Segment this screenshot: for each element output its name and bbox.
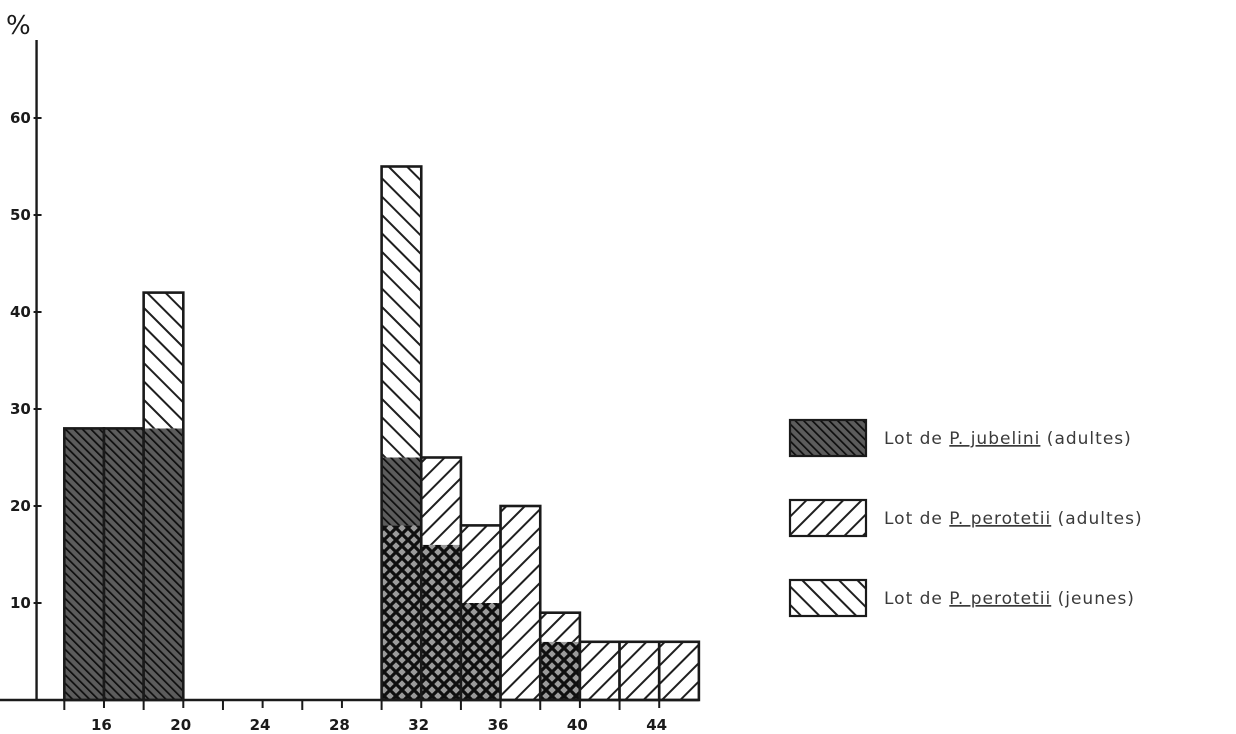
bar-series-2-45 [659,641,699,700]
bar-series-1-15 [64,428,104,700]
bar-series-2-33 [421,457,461,545]
legend-label: Lot de P. jubelini (adultes) [884,429,1132,449]
y-axis-label: % [6,11,31,41]
x-tick-label: 44 [646,716,667,734]
bar-overlap-35 [460,603,501,700]
legend-label: Lot de P. perotetii (jeunes) [884,589,1135,609]
legend-item-3: Lot de P. perotetii (jeunes) [788,578,1135,618]
bar-overlap-33 [421,544,461,700]
x-tick-label: 32 [408,716,429,734]
x-tick-label: 20 [170,716,191,734]
y-tick-label: 30 [10,400,31,418]
bar-series-3-31 [381,166,422,458]
bar-series-1-19 [143,428,184,700]
y-tick-label: 10 [10,594,31,612]
bars-layer [63,165,701,702]
y-tick-label: 20 [10,497,31,515]
bar-series-2-37 [500,506,541,700]
legend-label: Lot de P. perotetii (adultes) [884,509,1143,529]
x-tick-label: 28 [329,716,350,734]
legend-item-1: Lot de P. jubelini (adultes) [788,418,1132,458]
axes-layer: 16 20 24 28 32 36 40 44 10 20 30 40 50 60% [0,11,699,734]
legend-swatch [788,498,868,538]
x-tick-label: 40 [567,716,588,734]
x-tick-label: 24 [250,716,271,734]
bar-series-3-19 [143,292,184,429]
y-tick-label: 50 [10,206,31,224]
x-tick-label: 16 [91,716,112,734]
bar-series-2-41 [579,641,620,700]
x-tick-label: 36 [488,716,509,734]
legend-swatch [788,578,868,618]
bar-series-2-43 [619,641,660,700]
y-tick-label: 40 [10,303,31,321]
bar-series-1-17 [103,428,144,700]
legend-swatch [788,418,868,458]
bar-series-1-31 [381,457,422,526]
bar-overlap-31 [381,525,422,700]
y-tick-label: 60 [10,109,31,127]
legend-item-2: Lot de P. perotetii (adultes) [788,498,1143,538]
bar-series-2-35 [460,525,501,603]
bar-series-2-39 [540,612,580,642]
legend: Lot de P. jubelini (adultes) Lot de P. pe… [788,418,1143,618]
bar-overlap-39 [540,641,580,700]
